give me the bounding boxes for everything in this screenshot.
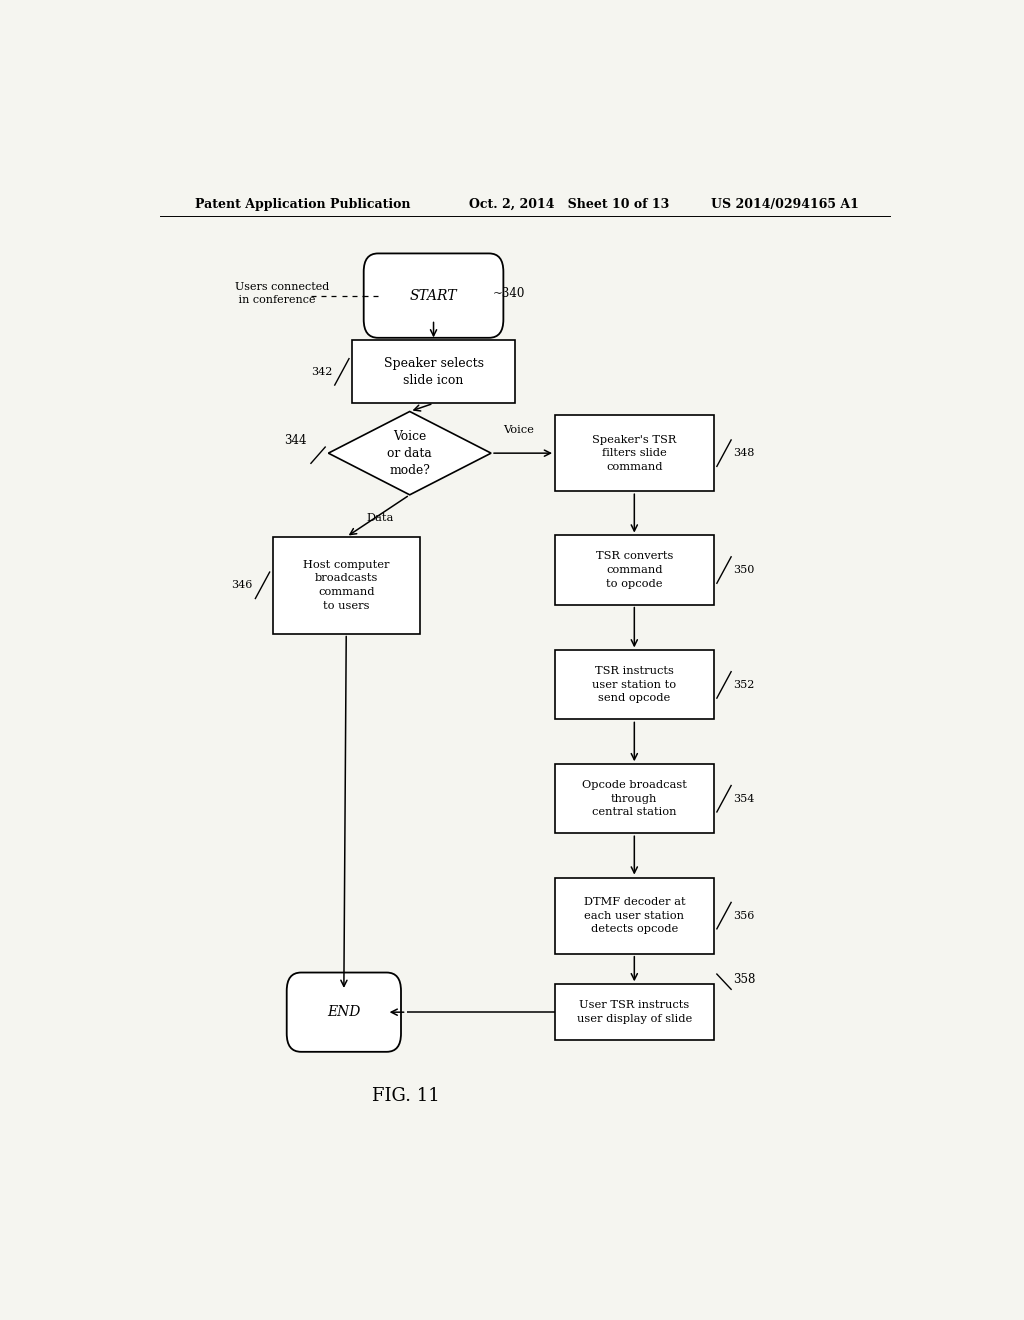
Text: ~340: ~340 — [494, 286, 525, 300]
Text: Voice
or data
mode?: Voice or data mode? — [387, 429, 432, 477]
Bar — [272, 537, 420, 634]
Text: 354: 354 — [733, 793, 755, 804]
Polygon shape — [329, 412, 492, 495]
Bar — [555, 536, 714, 605]
Text: Data: Data — [367, 513, 393, 523]
Text: END: END — [328, 1005, 360, 1019]
Text: Oct. 2, 2014   Sheet 10 of 13: Oct. 2, 2014 Sheet 10 of 13 — [469, 198, 670, 211]
Bar — [555, 764, 714, 833]
Text: TSR instructs
user station to
send opcode: TSR instructs user station to send opcod… — [592, 667, 677, 704]
Bar — [555, 651, 714, 719]
Text: 356: 356 — [733, 911, 755, 920]
Text: DTMF decoder at
each user station
detects opcode: DTMF decoder at each user station detect… — [584, 898, 685, 935]
Text: FIG. 11: FIG. 11 — [372, 1086, 439, 1105]
Text: START: START — [410, 289, 458, 302]
FancyBboxPatch shape — [364, 253, 504, 338]
Text: 352: 352 — [733, 680, 755, 690]
Text: Voice: Voice — [503, 425, 534, 434]
Text: 342: 342 — [311, 367, 333, 376]
Text: User TSR instructs
user display of slide: User TSR instructs user display of slide — [577, 1001, 692, 1024]
FancyBboxPatch shape — [287, 973, 401, 1052]
Text: Patent Application Publication: Patent Application Publication — [196, 198, 411, 211]
Text: Opcode broadcast
through
central station: Opcode broadcast through central station — [582, 780, 687, 817]
Text: 344: 344 — [284, 434, 306, 447]
Text: Speaker selects
slide icon: Speaker selects slide icon — [384, 356, 483, 387]
Text: 348: 348 — [733, 449, 755, 458]
Text: 350: 350 — [733, 565, 755, 576]
Bar — [352, 341, 515, 404]
Text: 358: 358 — [733, 973, 756, 986]
Text: 346: 346 — [231, 581, 253, 590]
Text: US 2014/0294165 A1: US 2014/0294165 A1 — [712, 198, 859, 211]
Text: Host computer
broadcasts
command
to users: Host computer broadcasts command to user… — [303, 560, 389, 611]
Bar — [555, 985, 714, 1040]
Bar — [555, 878, 714, 954]
Bar — [555, 414, 714, 491]
Text: Speaker's TSR
filters slide
command: Speaker's TSR filters slide command — [592, 434, 677, 471]
Text: Users connected
 in conference: Users connected in conference — [236, 282, 330, 305]
Text: TSR converts
command
to opcode: TSR converts command to opcode — [596, 552, 673, 589]
